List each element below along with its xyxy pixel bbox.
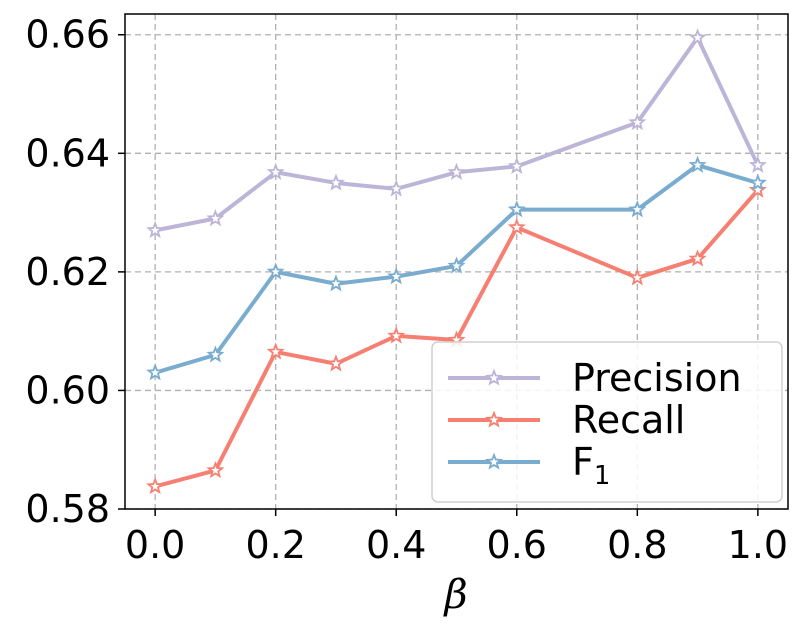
y-tick-label: 0.60	[25, 368, 110, 412]
data-point-recall	[628, 268, 647, 286]
legend-label-subscript: 1	[594, 461, 611, 491]
x-tick-label: 0.8	[607, 523, 667, 567]
legend-label: Precision	[572, 356, 742, 400]
series-recall	[146, 180, 767, 495]
data-point-recall	[387, 326, 406, 344]
y-axis-ticks: 0.58 0.60 0.62 0.64 0.66	[25, 13, 125, 531]
data-point-precision	[507, 156, 526, 175]
data-point-f1	[628, 200, 647, 218]
data-point-recall	[688, 249, 707, 267]
legend-marker	[484, 368, 504, 386]
data-point-precision	[326, 173, 345, 191]
data-point-f1	[387, 267, 406, 285]
data-point-recall	[146, 476, 165, 495]
legend-item-precision: Precision	[448, 356, 742, 400]
legend-marker	[484, 410, 504, 428]
series-line-f1	[154, 163, 759, 375]
data-point-recall	[507, 217, 526, 236]
data-point-precision	[688, 28, 707, 46]
series-line-precision	[154, 35, 760, 233]
series-line-recall	[154, 188, 760, 489]
data-point-f1	[447, 256, 466, 274]
data-point-f1	[146, 363, 165, 381]
data-point-precision	[266, 162, 285, 180]
data-point-recall	[266, 342, 285, 360]
series-group	[146, 28, 767, 495]
legend-item-recall: Recall	[448, 398, 685, 442]
legend-marker	[484, 452, 504, 470]
data-point-f1	[326, 274, 345, 292]
data-point-precision	[206, 209, 225, 227]
legend-label: Recall	[572, 398, 685, 442]
x-tick-label: 0.4	[366, 523, 426, 567]
x-tick-label: 0.2	[245, 523, 305, 567]
y-tick-label: 0.58	[25, 487, 110, 531]
data-point-precision	[387, 179, 406, 197]
plot-area-frame	[124, 13, 789, 510]
y-tick-label: 0.64	[25, 131, 110, 175]
data-point-precision	[748, 155, 767, 173]
data-point-f1	[266, 262, 285, 280]
data-point-recall	[326, 354, 345, 372]
data-point-recall	[206, 460, 225, 479]
data-point-f1	[748, 173, 767, 191]
data-point-f1	[206, 345, 225, 363]
x-tick-label: 0.6	[487, 523, 547, 567]
series-precision	[146, 28, 767, 239]
data-point-recall	[748, 180, 767, 198]
series-f1	[146, 155, 767, 381]
data-point-precision	[447, 162, 466, 180]
y-tick-label: 0.66	[25, 13, 110, 57]
y-tick-label: 0.62	[25, 250, 110, 294]
data-point-f1	[507, 200, 526, 218]
data-point-f1	[688, 155, 707, 173]
x-axis-label: β	[442, 572, 467, 618]
x-tick-label: 1.0	[728, 523, 788, 567]
x-axis-ticks: 0.0 0.2 0.4 0.6 0.8 1.0	[125, 509, 788, 567]
data-point-precision	[146, 220, 165, 239]
data-point-precision	[628, 112, 647, 131]
x-tick-label: 0.0	[125, 523, 185, 567]
